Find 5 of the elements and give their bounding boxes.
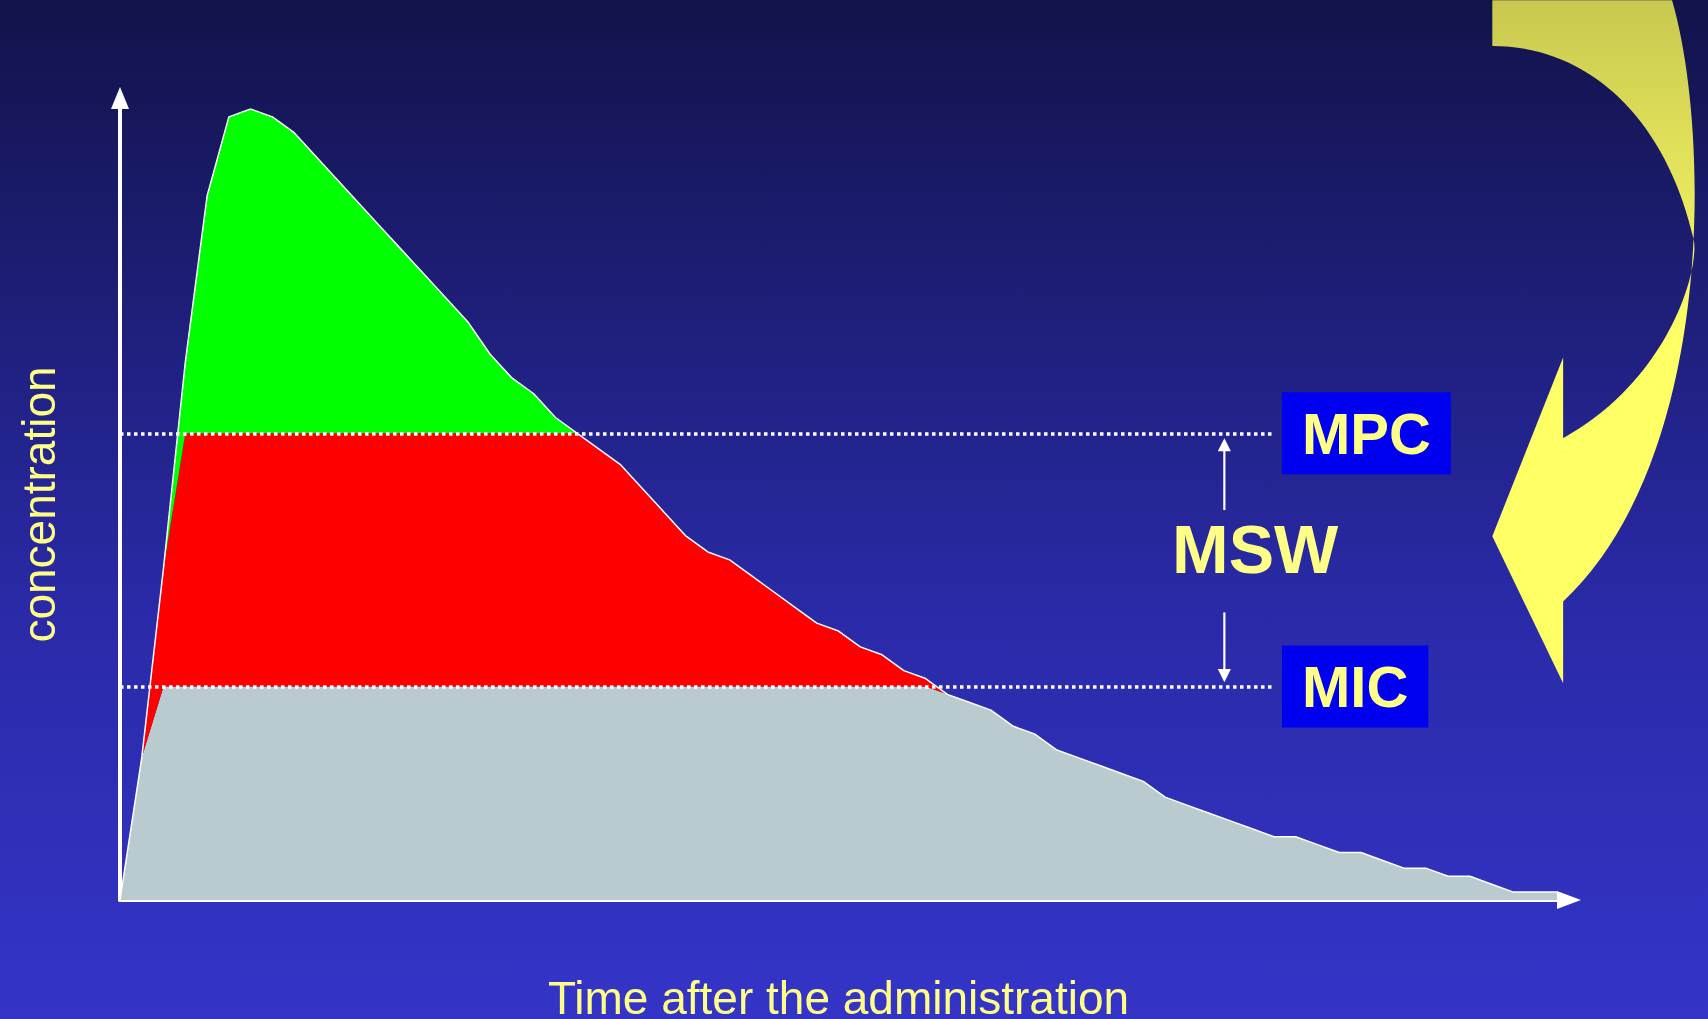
x-axis-title: Time after the administration — [547, 972, 1130, 1019]
ref-line-label: MIC — [1301, 653, 1409, 719]
annotation: MSW — [1172, 511, 1339, 587]
ref-line-label: MPC — [1301, 400, 1431, 466]
y-axis-title: concentration — [13, 366, 65, 643]
